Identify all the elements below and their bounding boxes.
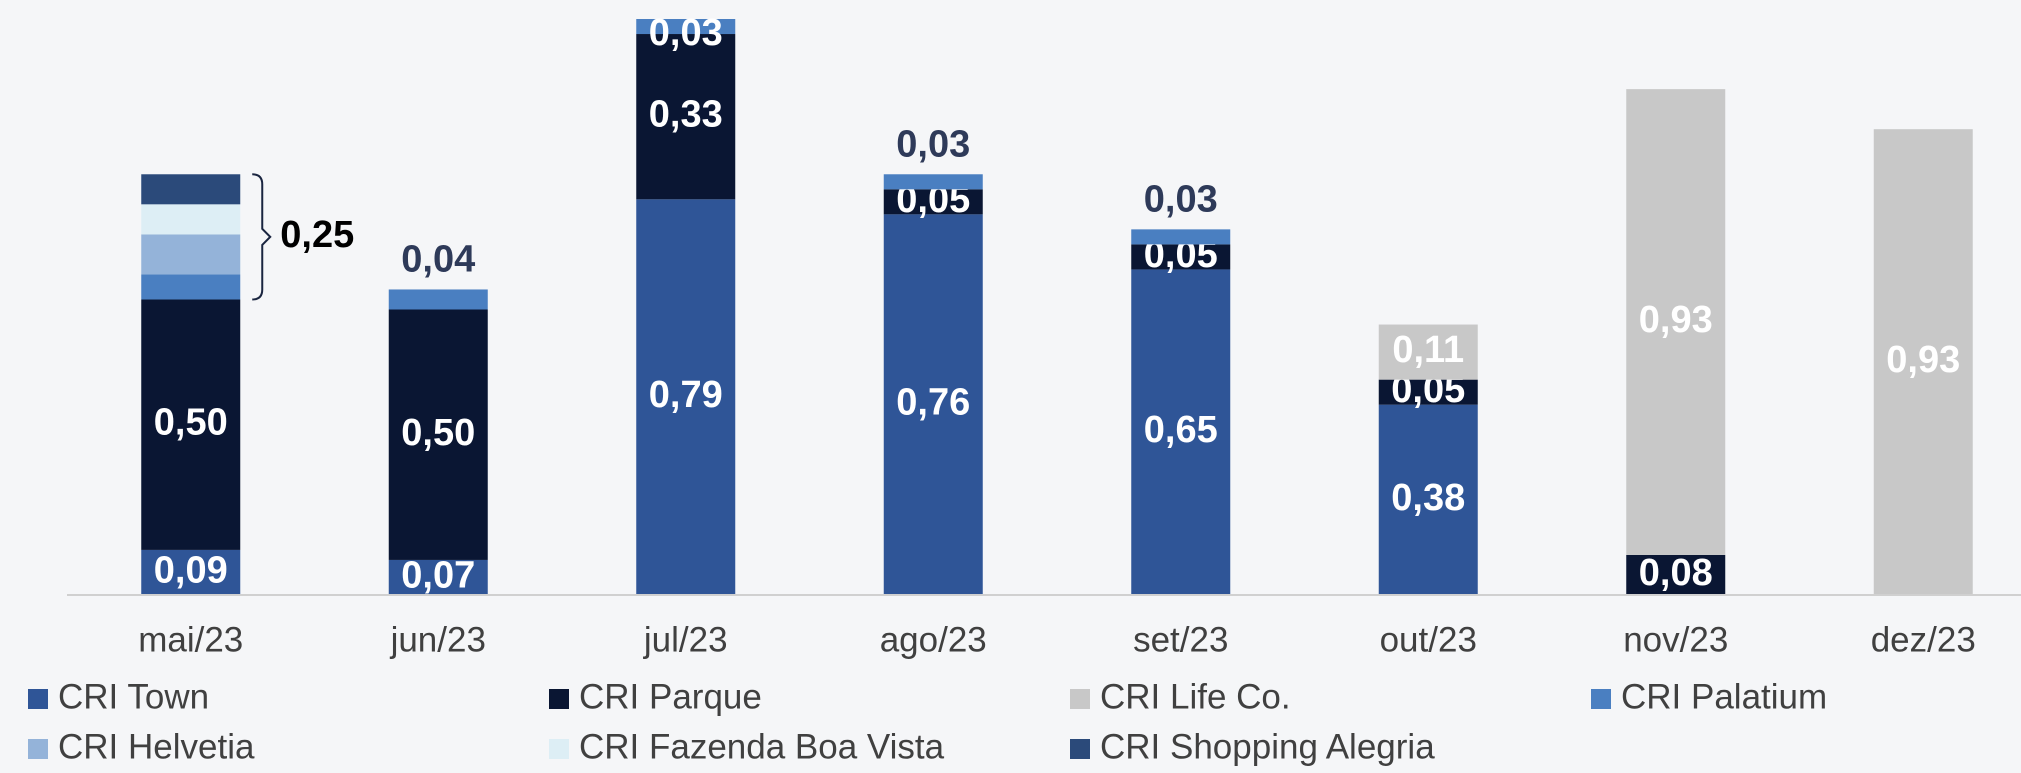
legend-label: CRI Helvetia [58, 727, 255, 766]
bar-segment [1873, 129, 1973, 596]
data-label: 0,11 [1392, 329, 1464, 371]
x-tick-label: jul/23 [643, 620, 728, 659]
data-label: 0,07 [401, 555, 475, 597]
bar-segment [388, 289, 488, 310]
legend-swatch [549, 739, 569, 759]
bar-segment [636, 199, 736, 595]
bar-segment [1378, 404, 1478, 595]
data-label: 0,76 [896, 382, 970, 424]
bar-segment [1131, 244, 1231, 270]
legend-swatch [549, 689, 569, 709]
legend-swatch [1070, 739, 1090, 759]
data-label: 0,38 [1391, 477, 1465, 519]
data-label: 0,93 [1639, 299, 1713, 341]
legend-swatch [28, 689, 48, 709]
bar-segment [883, 189, 983, 215]
x-tick-label: set/23 [1133, 620, 1228, 659]
legend-label: CRI Palatium [1621, 677, 1827, 716]
x-tick-label: jun/23 [390, 620, 486, 659]
bar-segment [141, 299, 241, 550]
legend-swatch [28, 739, 48, 759]
data-label: 0,03 [649, 12, 723, 54]
bar-segment [1626, 89, 1726, 555]
bar-segment [141, 274, 241, 300]
legend-swatch [1070, 689, 1090, 709]
legend-label: CRI Life Co. [1100, 677, 1291, 716]
legend-label: CRI Shopping Alegria [1100, 727, 1435, 766]
data-label: 0,50 [401, 412, 475, 454]
data-label: 0,79 [649, 374, 723, 416]
bar-segment [1131, 229, 1231, 245]
x-tick-label: nov/23 [1623, 620, 1728, 659]
data-label: 0,50 [154, 402, 228, 444]
bar-segment [141, 174, 241, 205]
bar-segment [1378, 324, 1478, 380]
annotation: 0,25 [280, 214, 354, 256]
data-label: 0,65 [1144, 409, 1218, 451]
bar-segment [388, 559, 488, 595]
data-label: 0,03 [896, 123, 970, 165]
data-label: 0,04 [401, 239, 475, 281]
x-tick-label: mai/23 [138, 620, 243, 659]
bar-segment [1131, 269, 1231, 595]
bar-segment [636, 19, 736, 35]
legend-swatch [1591, 689, 1611, 709]
bar-segment [1378, 379, 1478, 405]
bar-segment [141, 549, 241, 595]
legend-label: CRI Town [58, 677, 209, 716]
data-label: 0,33 [649, 94, 723, 136]
bracket [252, 173, 272, 301]
bar-segment [141, 234, 241, 275]
data-label: 0,08 [1639, 552, 1713, 594]
bar-segment [883, 214, 983, 596]
bar-segment [388, 309, 488, 560]
bar-segment [636, 34, 736, 200]
x-tick-label: ago/23 [880, 620, 987, 659]
legend-label: CRI Fazenda Boa Vista [579, 727, 945, 766]
data-label: 0,03 [1144, 178, 1218, 220]
data-label: 0,93 [1886, 339, 1960, 381]
data-label: 0,09 [154, 549, 228, 591]
x-tick-label: out/23 [1380, 620, 1477, 659]
bar-segment [1626, 554, 1726, 595]
legend-label: CRI Parque [579, 677, 762, 716]
bar-segment [883, 174, 983, 190]
bar-segment [141, 204, 241, 235]
x-tick-label: dez/23 [1871, 620, 1976, 659]
